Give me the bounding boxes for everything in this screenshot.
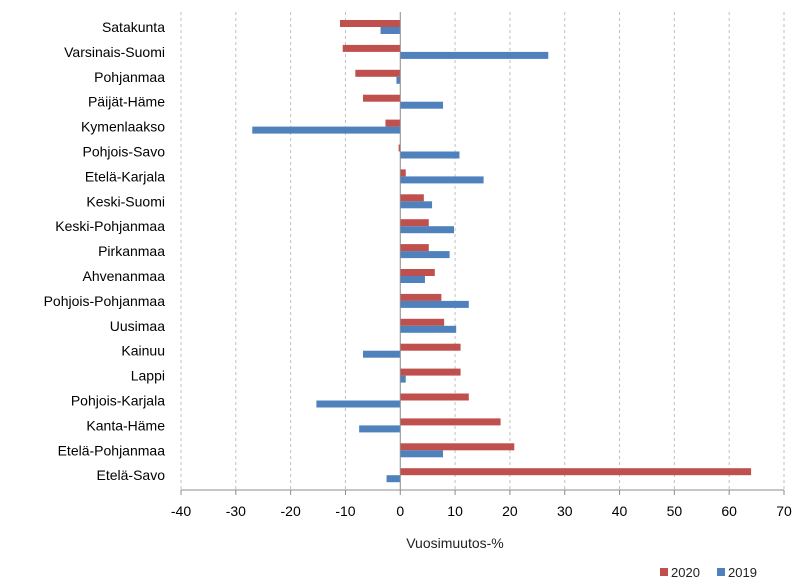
- legend-swatch: [660, 568, 668, 576]
- category-label: Etelä-Savo: [97, 467, 166, 483]
- bar-2020: [400, 443, 515, 451]
- legend-swatch: [717, 568, 725, 576]
- category-label: Päijät-Häme: [88, 94, 165, 110]
- bar-2019: [400, 251, 450, 259]
- bar-2019: [400, 226, 454, 234]
- bar-2019: [396, 76, 401, 84]
- category-label: Etelä-Karjala: [85, 168, 165, 184]
- category-label: Keski-Suomi: [86, 193, 165, 209]
- x-tick-label: 0: [396, 503, 404, 519]
- bar-2019: [316, 400, 401, 408]
- x-tick-label: 70: [776, 503, 792, 519]
- x-tick-label: 10: [447, 503, 463, 519]
- bar-2019: [362, 350, 401, 358]
- category-label: Lappi: [131, 368, 165, 384]
- bar-2019: [380, 27, 401, 34]
- bar-2020: [400, 343, 461, 351]
- category-label: Pohjois-Savo: [83, 144, 166, 160]
- x-tick-label: -20: [281, 503, 301, 519]
- bar-2020: [385, 119, 401, 127]
- bar-2019: [400, 101, 444, 109]
- bar-2019: [400, 201, 433, 209]
- x-tick-label: 60: [721, 503, 737, 519]
- bar-2020: [400, 269, 435, 276]
- bar-2020: [400, 368, 461, 376]
- bar-2020: [400, 468, 752, 476]
- x-tick-label: 40: [612, 503, 628, 519]
- bar-2019: [400, 176, 484, 184]
- legend: 2020 2019: [660, 565, 757, 580]
- x-tick-label: -30: [226, 503, 246, 519]
- bar-2020: [400, 418, 501, 426]
- bar-2019: [400, 276, 425, 283]
- x-tick-label: 30: [557, 503, 573, 519]
- bar-2019: [359, 425, 401, 433]
- category-label: Pohjanmaa: [94, 69, 165, 85]
- bar-2020: [342, 44, 401, 52]
- category-label: Uusimaa: [110, 318, 165, 334]
- bar-2019: [400, 300, 469, 308]
- bar-2020: [400, 293, 442, 301]
- bar-2019: [386, 475, 401, 483]
- bar-2020: [362, 94, 401, 102]
- bar-2019: [400, 325, 457, 333]
- bar-2020: [355, 69, 401, 77]
- bar-2020: [339, 20, 401, 27]
- bar-2020: [398, 144, 401, 152]
- x-tick-label: -10: [335, 503, 355, 519]
- x-axis-title: Vuosimuutos-%: [406, 535, 504, 551]
- category-labels: Satakunta Varsinais-Suomi Pohjanmaa Päijät-…: [44, 19, 166, 483]
- bar-2019: [400, 151, 460, 159]
- x-axis: -40 -30 -20 -10 0 10 20 30 40 50 60 70: [171, 12, 792, 519]
- category-label: Pohjois-Pohjanmaa: [44, 293, 166, 309]
- bars: [252, 20, 752, 483]
- category-label: Keski-Pohjanmaa: [55, 218, 165, 234]
- bar-2020: [400, 393, 469, 401]
- category-label: Ahvenanmaa: [82, 268, 165, 284]
- bar-2020: [400, 244, 429, 252]
- category-label: Satakunta: [102, 19, 165, 35]
- x-tick-label: -40: [171, 503, 191, 519]
- category-label: Etelä-Pohjanmaa: [58, 442, 166, 458]
- category-label: Kanta-Häme: [86, 417, 165, 433]
- x-tick-label: 20: [502, 503, 518, 519]
- category-label: Varsinais-Suomi: [64, 44, 165, 60]
- bar-2019: [400, 375, 406, 383]
- bar-2019: [400, 450, 444, 458]
- category-label: Pohjois-Karjala: [71, 393, 165, 409]
- legend-label: 2020: [671, 565, 700, 580]
- x-tick-label: 50: [667, 503, 683, 519]
- gridlines: [180, 12, 785, 490]
- bar-2020: [400, 219, 429, 227]
- bar-2019: [252, 126, 401, 134]
- legend-label: 2019: [728, 565, 757, 580]
- category-label: Kainuu: [121, 343, 165, 359]
- bar-2020: [400, 169, 406, 177]
- bar-2020: [400, 194, 424, 202]
- category-label: Pirkanmaa: [98, 243, 165, 259]
- bar-2019: [400, 51, 549, 59]
- bar-2020: [400, 318, 445, 326]
- category-label: Kymenlaakso: [81, 119, 165, 135]
